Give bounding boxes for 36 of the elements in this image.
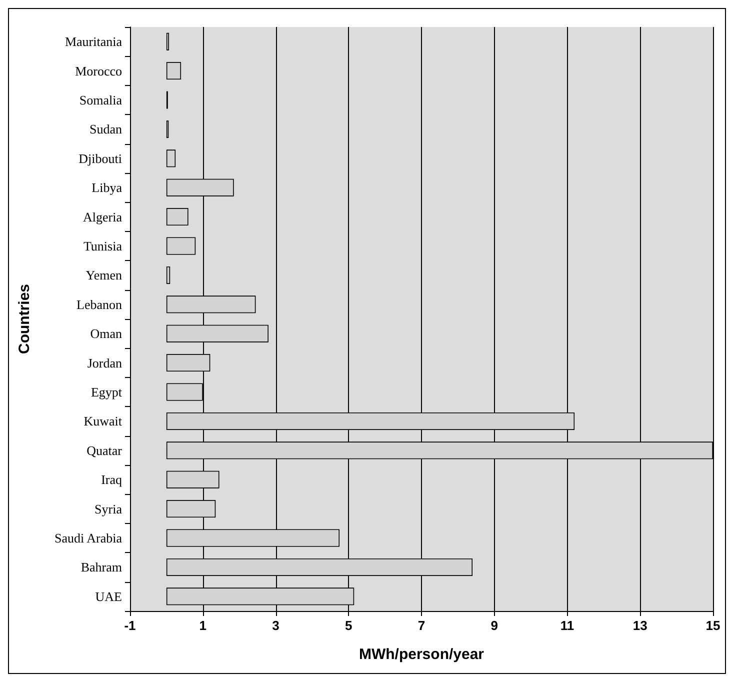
bar [166, 150, 176, 168]
x-tick-label: 3 [272, 618, 280, 633]
bar [166, 62, 182, 80]
x-axis-title: MWh/person/year [358, 646, 484, 663]
y-tick-label: Yemen [86, 268, 122, 283]
x-tick-label: 5 [345, 618, 352, 633]
x-tick-label: 9 [490, 618, 498, 633]
y-tick-label: Saudi Arabia [54, 530, 122, 546]
y-tick-label: Iraq [101, 472, 122, 488]
y-tick-label: Mauritania [64, 34, 122, 50]
y-tick-label: Tunisia [83, 238, 122, 254]
x-tick-label: 11 [560, 618, 574, 633]
y-tick-label: Jordan [87, 355, 122, 370]
y-tick-label: Oman [90, 326, 122, 342]
x-tick-label: 7 [418, 618, 426, 633]
y-tick-label: Libya [92, 180, 122, 196]
y-tick-label: Egypt [90, 384, 122, 400]
bar [166, 208, 188, 226]
x-tick-label: 1 [199, 618, 206, 633]
y-tick-label: Djibouti [78, 150, 122, 166]
y-tick-label: Syria [94, 501, 122, 516]
y-tick-label: UAE [95, 588, 122, 604]
x-tick-label: 13 [632, 618, 648, 633]
bar [166, 237, 196, 255]
y-tick-label: Bahram [80, 560, 122, 575]
y-axis-title: Countries [16, 284, 33, 354]
bar [166, 266, 170, 284]
y-tick-label: Morocco [75, 63, 122, 78]
y-tick-label: Lebanon [76, 296, 122, 312]
x-tick-label: -1 [124, 618, 136, 633]
y-tick-label: Quatar [86, 442, 123, 458]
y-tick-label: Kuwait [84, 414, 122, 429]
y-tick-label: Algeria [83, 209, 122, 224]
y-tick-label: Sudan [90, 122, 122, 137]
y-tick-label: Somalia [79, 92, 122, 108]
x-tick-label: 15 [706, 618, 720, 633]
